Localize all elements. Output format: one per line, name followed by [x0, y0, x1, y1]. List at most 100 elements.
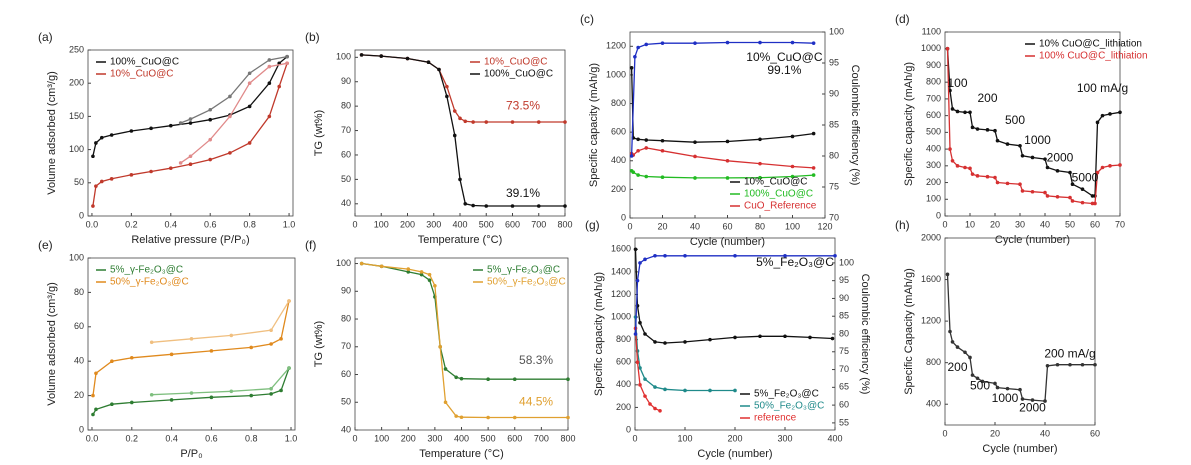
- y-tick-label: 800: [616, 334, 631, 344]
- data-point: [208, 117, 213, 122]
- data-point: [733, 253, 737, 258]
- panel-label: (d): [895, 12, 910, 26]
- data-point: [209, 349, 214, 353]
- annotation: 200: [977, 91, 997, 105]
- data-point: [445, 84, 449, 89]
- y-tick-label: 800: [926, 357, 941, 367]
- y-tick-label: 0: [79, 424, 84, 434]
- data-point: [168, 166, 173, 170]
- data-point: [993, 381, 997, 386]
- legend-label: 100%_CuO@C: [110, 57, 179, 68]
- y2-tick-label: 70: [839, 364, 849, 374]
- x-tick-label: 200: [400, 219, 415, 229]
- y2-axis-label: Coulombic efficiency (%): [849, 65, 861, 186]
- x-tick-label: 20: [990, 428, 1000, 438]
- annotation: 58.3%: [519, 353, 553, 367]
- y-tick-label: 100: [69, 252, 84, 262]
- x-tick-label: 100: [677, 433, 692, 443]
- data-point: [636, 137, 640, 142]
- data-point: [790, 40, 795, 45]
- data-point: [269, 342, 273, 346]
- x-tick-label: 1.0: [285, 433, 298, 443]
- data-point: [643, 257, 647, 262]
- series-line: [92, 367, 290, 415]
- y-tick-label: 100: [926, 194, 941, 204]
- data-point: [968, 355, 972, 360]
- data-point: [631, 170, 636, 175]
- data-point: [758, 137, 762, 142]
- data-point: [149, 126, 153, 131]
- x-tick-label: 300: [427, 433, 442, 443]
- series-line: [630, 67, 814, 143]
- data-point: [644, 138, 649, 142]
- data-point: [458, 116, 462, 121]
- data-point: [833, 253, 837, 258]
- y-tick-label: 50: [74, 177, 84, 187]
- data-point: [178, 161, 183, 165]
- data-point: [269, 392, 273, 396]
- y-tick-label: 400: [926, 143, 941, 153]
- data-point: [970, 373, 975, 377]
- data-point: [948, 147, 952, 151]
- data-point: [427, 278, 432, 282]
- data-point: [1020, 397, 1025, 401]
- data-point: [963, 110, 967, 115]
- data-point: [188, 117, 193, 121]
- data-point: [129, 400, 134, 405]
- y-tick-label: 0: [626, 424, 631, 434]
- data-point: [486, 415, 490, 420]
- annotation: 500: [970, 379, 990, 393]
- data-point: [208, 107, 213, 112]
- data-point: [830, 336, 835, 341]
- data-point: [660, 148, 665, 153]
- x-axis-label: Cycle (number): [982, 443, 1057, 455]
- data-point: [484, 204, 489, 208]
- data-point: [510, 204, 515, 208]
- data-point: [459, 415, 464, 420]
- data-point: [643, 332, 647, 336]
- data-point: [1108, 112, 1112, 116]
- y2-tick-label: 80: [839, 328, 849, 338]
- data-point: [663, 387, 667, 392]
- x-tick-label: 300: [426, 219, 441, 229]
- data-point: [110, 359, 114, 364]
- data-point: [1055, 194, 1060, 199]
- data-point: [758, 334, 762, 339]
- data-point: [660, 138, 665, 143]
- x-tick-label: 40: [1040, 219, 1050, 229]
- data-point: [208, 137, 213, 142]
- y-tick-label: 1000: [921, 43, 941, 53]
- data-point: [1020, 189, 1025, 193]
- y-tick-label: 800: [611, 98, 626, 108]
- y-tick-label: 90: [341, 286, 351, 296]
- data-point: [471, 120, 475, 124]
- data-point: [1030, 398, 1035, 402]
- data-point: [1045, 194, 1050, 198]
- data-point: [1045, 363, 1050, 368]
- data-point: [811, 131, 816, 136]
- data-point: [995, 138, 1000, 143]
- legend-label: 5%_γ-Fe₂O₃@C: [110, 265, 183, 276]
- data-point: [1043, 399, 1047, 403]
- data-point: [1100, 113, 1105, 118]
- y2-tick-label: 100: [839, 257, 854, 267]
- data-point: [955, 109, 960, 114]
- data-point: [359, 53, 364, 57]
- annotation: 100 mA/g: [1077, 81, 1128, 95]
- y-tick-label: 2000: [921, 232, 941, 242]
- data-point: [1080, 362, 1085, 367]
- data-point: [638, 320, 642, 325]
- y-tick-label: 60: [74, 321, 84, 331]
- data-point: [1090, 201, 1095, 206]
- y-tick-label: 0: [79, 210, 84, 220]
- y-tick-label: 200: [926, 177, 941, 187]
- x-tick-label: 0: [352, 433, 357, 443]
- y-tick-label: 1400: [611, 266, 631, 276]
- data-point: [693, 154, 697, 159]
- data-point: [708, 388, 712, 393]
- data-point: [950, 340, 955, 344]
- data-point: [91, 393, 95, 398]
- data-point: [995, 180, 1000, 185]
- data-point: [758, 175, 762, 180]
- data-point: [454, 414, 458, 418]
